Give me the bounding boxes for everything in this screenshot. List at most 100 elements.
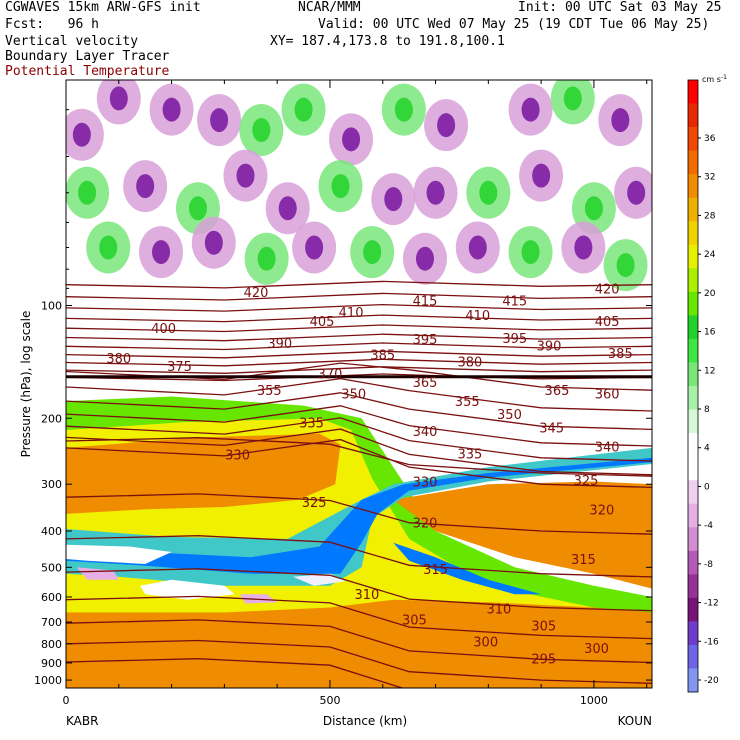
theta-contour-370 bbox=[66, 373, 652, 382]
downdraft-cell-8 bbox=[424, 99, 469, 152]
theta-contour-300 bbox=[66, 639, 652, 684]
colorbar-swatch-4 bbox=[688, 174, 698, 198]
theta-contour-380 bbox=[66, 358, 652, 367]
theta-contour-350 bbox=[66, 405, 652, 447]
theta-contour-335 bbox=[66, 438, 652, 489]
y-tick-label-100: 100 bbox=[41, 300, 62, 313]
svg-text:335: 335 bbox=[457, 447, 482, 462]
updraft-cell-27 bbox=[244, 232, 289, 285]
downdraft-cell-18 bbox=[371, 173, 416, 226]
header-line2-left: Fcst: 96 h bbox=[5, 17, 99, 32]
updraft-cell-29 bbox=[350, 226, 395, 279]
colorbar-label-6: 12 bbox=[704, 366, 715, 376]
x-tick-label-1000: 1000 bbox=[580, 694, 608, 707]
contour-label-22: 355 bbox=[257, 384, 282, 399]
downdraft-cell-33 bbox=[561, 221, 606, 274]
y-tick-label-600: 600 bbox=[41, 591, 62, 604]
contour-label-20: 365 bbox=[545, 384, 570, 399]
contour-label-14: 385 bbox=[608, 347, 633, 362]
contour-label-13: 385 bbox=[370, 348, 395, 363]
theta-contour-345 bbox=[66, 417, 652, 462]
theta-contour-305 bbox=[66, 619, 652, 664]
colorbar-label-4: 20 bbox=[704, 289, 716, 299]
colorbar-swatch-25 bbox=[688, 668, 698, 693]
y-tick-label-700: 700 bbox=[41, 616, 62, 629]
svg-text:345: 345 bbox=[539, 422, 564, 437]
header-line3-right: XY= 187.4,173.8 to 191.8,100.1 bbox=[270, 34, 505, 49]
contour-label-35: 320 bbox=[413, 517, 438, 532]
contour-label-44: 300 bbox=[584, 642, 609, 657]
svg-text:360: 360 bbox=[595, 388, 620, 403]
svg-text:355: 355 bbox=[257, 384, 282, 399]
svg-text:420: 420 bbox=[244, 286, 269, 301]
contour-label-6: 405 bbox=[310, 315, 335, 330]
header-line1-right: Init: 00 UTC Sat 03 May 25 bbox=[518, 0, 722, 15]
svg-text:325: 325 bbox=[302, 496, 327, 511]
potential-temperature-contours bbox=[66, 280, 652, 688]
downdraft-cell-16 bbox=[265, 182, 310, 235]
downdraft-cell-3 bbox=[197, 94, 242, 147]
svg-text:390: 390 bbox=[267, 337, 292, 352]
y-tick-label-1000: 1000 bbox=[34, 674, 62, 687]
contour-label-19: 365 bbox=[413, 376, 438, 391]
tracer-region-9 bbox=[139, 579, 235, 600]
colorbar-label-9: 0 bbox=[704, 482, 710, 492]
theta-contour-325 bbox=[66, 493, 652, 535]
vertical-velocity-shading bbox=[66, 80, 652, 292]
contour-label-38: 315 bbox=[571, 553, 596, 568]
colorbar-swatch-10 bbox=[688, 315, 698, 340]
contour-label-11: 390 bbox=[267, 337, 292, 352]
downdraft-cell-9 bbox=[508, 83, 553, 136]
theta-contour-355 bbox=[66, 392, 652, 431]
svg-text:415: 415 bbox=[413, 295, 438, 310]
svg-text:300: 300 bbox=[584, 642, 609, 657]
downdraft-cell-25 bbox=[139, 226, 184, 279]
header-line1-left: CGWAVES 15km ARW-GFS init bbox=[5, 0, 201, 15]
colorbar-label-10: -4 bbox=[704, 521, 713, 531]
x-axis-ticks: 0 500 1000 bbox=[63, 80, 648, 707]
svg-text:380: 380 bbox=[106, 352, 131, 367]
contour-label-41: 305 bbox=[402, 614, 427, 629]
contour-label-1: 420 bbox=[595, 282, 620, 297]
colorbar-label-2: 28 bbox=[704, 211, 716, 221]
theta-contour-375 bbox=[66, 366, 652, 374]
contour-label-16: 380 bbox=[457, 355, 482, 370]
contour-label-26: 345 bbox=[539, 422, 564, 437]
colorbar-swatch-18 bbox=[688, 503, 698, 528]
theta-contour-420 bbox=[66, 280, 652, 289]
contour-label-39: 310 bbox=[355, 588, 380, 603]
downdraft-cell-2 bbox=[149, 83, 194, 136]
colorbar-frame bbox=[687, 79, 699, 693]
header-line2-right: Valid: 00 UTC Wed 07 May 25 (19 CDT Tue … bbox=[318, 17, 710, 32]
downdraft-cell-15 bbox=[223, 149, 268, 202]
theta-contour-410 bbox=[66, 303, 652, 312]
tracer-region-8 bbox=[66, 544, 172, 564]
svg-text:395: 395 bbox=[413, 333, 438, 348]
colorbar-label-0: 36 bbox=[704, 134, 716, 144]
downdraft-cell-26 bbox=[191, 216, 236, 269]
theta-contour-360 bbox=[66, 377, 652, 412]
contour-label-7: 405 bbox=[595, 315, 620, 330]
theta-contour-330 bbox=[66, 437, 652, 477]
theta-contour-315 bbox=[66, 568, 652, 612]
svg-text:330: 330 bbox=[225, 449, 250, 464]
colorbar-swatch-15 bbox=[688, 433, 698, 457]
svg-text:305: 305 bbox=[402, 614, 427, 629]
contour-label-27: 340 bbox=[413, 425, 438, 440]
colorbar-label-1: 32 bbox=[704, 173, 715, 183]
x-axis-title: Distance (km) bbox=[323, 714, 407, 728]
colorbar-label-8: 4 bbox=[704, 444, 710, 454]
contour-label-25: 350 bbox=[497, 408, 522, 423]
theta-contour-340 bbox=[66, 428, 652, 476]
right-endpoint-label: KOUN bbox=[618, 714, 652, 728]
svg-text:320: 320 bbox=[413, 517, 438, 532]
contour-labels: 420 420 415 415 410 410 405 405 400 395 395 390 390 3… bbox=[106, 282, 633, 667]
header-line4-left: Boundary Layer Tracer bbox=[5, 49, 170, 64]
svg-text:340: 340 bbox=[595, 441, 620, 456]
downdraft-cell-0 bbox=[66, 108, 104, 161]
y-tick-label-300: 300 bbox=[41, 478, 62, 491]
contour-label-32: 330 bbox=[413, 475, 438, 490]
contour-label-33: 325 bbox=[302, 496, 327, 511]
downdraft-cell-28 bbox=[292, 221, 337, 274]
svg-text:340: 340 bbox=[413, 425, 438, 440]
